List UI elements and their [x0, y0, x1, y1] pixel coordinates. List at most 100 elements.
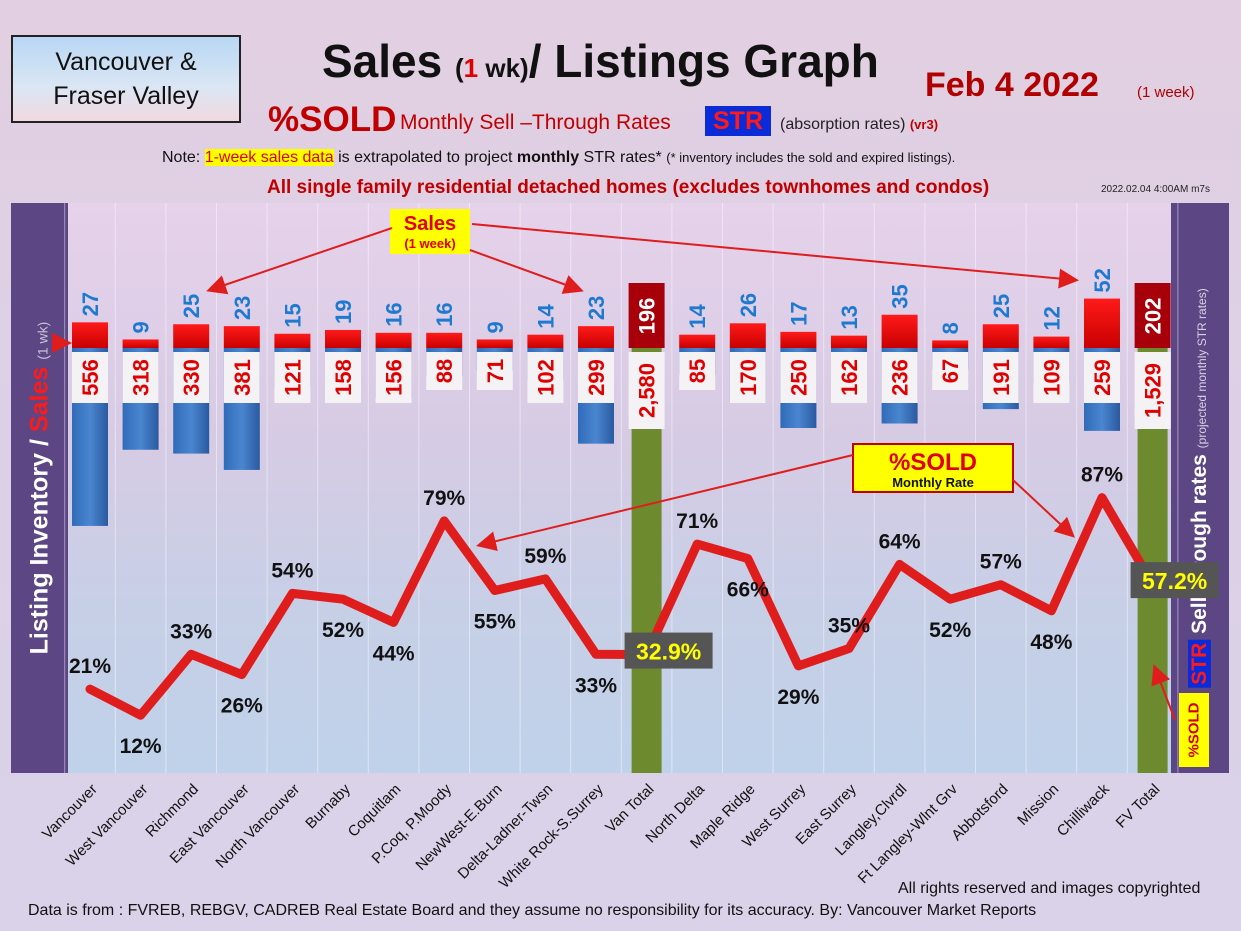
sales-value-label: 19	[331, 299, 356, 323]
inventory-label-box	[72, 352, 108, 403]
sold-total-box	[624, 632, 713, 669]
sales-arrow	[206, 227, 393, 295]
sales-bar	[375, 332, 412, 348]
sold-arrow	[1012, 479, 1075, 538]
inventory-value-label: 156	[382, 359, 407, 396]
sales-value-label: 26	[736, 293, 761, 317]
sales-value-label: 52	[1090, 268, 1115, 292]
absorption-note: (absorption rates) (vr3)	[780, 116, 939, 133]
sales-bar	[881, 314, 918, 348]
timestamp: 2022.02.04 4:00AM m7s	[1101, 184, 1210, 195]
sales-bar	[679, 334, 716, 348]
region-label: Vancouver & Fraser Valley	[11, 35, 241, 123]
sales-value-label: 25	[179, 294, 204, 318]
sales-bar	[72, 322, 108, 348]
sales-value-label: 25	[989, 294, 1014, 318]
sales-arrow	[471, 223, 1079, 289]
inventory-value-label: 170	[736, 359, 761, 396]
sales-callout-box	[390, 209, 470, 254]
sales-bar	[578, 326, 614, 348]
report-date: Feb 4 2022	[925, 66, 1099, 104]
sold-value-label: 79%	[423, 487, 465, 510]
inventory-label-box	[982, 352, 1019, 403]
sold-value-label: 52%	[322, 619, 364, 642]
inventory-value-label: 102	[533, 359, 558, 396]
inventory-value-label: 85	[685, 359, 710, 383]
sold-total-box	[1130, 562, 1219, 599]
sold-value-label: 55%	[474, 611, 516, 634]
sold-value-label: 66%	[727, 579, 769, 602]
sales-total-box	[628, 283, 665, 348]
sold-side-badge: %SOLD	[1179, 693, 1209, 767]
extrapolation-note: Note: 1-week sales data is extrapolated …	[162, 149, 956, 166]
data-source-note: Data is from : FVREB, REBGV, CADREB Real…	[28, 902, 1037, 919]
sales-arrow	[469, 249, 584, 294]
sold-value-label: 33%	[575, 674, 617, 697]
inventory-value-label: 318	[129, 359, 154, 396]
sales-value-label: 14	[685, 303, 710, 328]
sold-value-label: 57%	[980, 551, 1022, 574]
sales-bar	[325, 329, 361, 348]
chart-title: Sales (1 wk)/ Listings Graph	[322, 35, 879, 87]
sold-value-label: 64%	[879, 530, 921, 553]
sold-value-label: 29%	[777, 686, 819, 709]
inventory-label-box	[274, 352, 311, 403]
inventory-value-label: 67	[938, 359, 963, 383]
sales-value-label: 27	[78, 292, 103, 316]
sales-bar	[426, 332, 463, 348]
inventory-value-label: 121	[280, 359, 305, 396]
sales-value-label: 14	[533, 303, 558, 328]
property-type-note: All single family residential detached h…	[267, 177, 990, 198]
inventory-label-box	[679, 352, 716, 390]
sales-value-label: 35	[888, 284, 913, 308]
sales-value-label: 9	[129, 321, 154, 333]
inventory-value-label: 259	[1090, 359, 1115, 396]
sold-rate-line	[85, 493, 1158, 720]
sales-bar	[122, 339, 159, 348]
sold-value-label: 12%	[120, 735, 162, 758]
category-label: FV Total	[1113, 781, 1164, 832]
inventory-label-box	[729, 352, 766, 403]
inventory-value-label: 250	[786, 359, 811, 396]
sales-value-label: 8	[938, 322, 963, 334]
category-label: Burnaby	[302, 780, 354, 832]
inventory-value-label: 88	[432, 359, 457, 383]
sold-value-label: 35%	[828, 615, 870, 638]
inventory-label-box	[325, 352, 361, 403]
sales-bar	[173, 324, 210, 348]
sales-bar	[729, 323, 766, 348]
inventory-label-box	[223, 352, 260, 403]
inventory-value-label: 330	[179, 359, 204, 396]
sales-total-label: 196	[635, 298, 660, 335]
sold-value-label: 48%	[1030, 631, 1072, 654]
inventory-value-label: 2,580	[635, 363, 660, 418]
sold-value-label: 26%	[221, 695, 263, 718]
inventory-value-label: 162	[837, 359, 862, 396]
sales-value-label: 16	[432, 302, 457, 326]
inventory-label-box	[527, 352, 564, 403]
sales-value-label: 23	[584, 296, 609, 320]
sold-value-label: 52%	[929, 619, 971, 642]
report-date-period: (1 week)	[1137, 84, 1195, 101]
sold-value-label: 44%	[373, 642, 415, 665]
sales-value-label: 13	[837, 305, 862, 329]
sales-bar	[1033, 336, 1070, 348]
inventory-value-label: 1,529	[1141, 363, 1166, 418]
inventory-value-label: 71	[483, 359, 508, 383]
sold-total-label: 57.2%	[1142, 568, 1207, 594]
sales-value-label: 23	[230, 296, 255, 320]
category-label: Ft Langley-Wlnt Grv	[855, 780, 962, 887]
inventory-label-box	[122, 352, 159, 403]
sold-total-label: 32.9%	[636, 639, 701, 665]
left-axis-panel: Listing Inventory / Sales (1 wk)	[11, 203, 68, 773]
sales-value-label: 15	[280, 303, 305, 327]
sales-total-box	[1134, 283, 1171, 348]
inventory-label-box	[426, 352, 463, 390]
inventory-label-box	[881, 352, 918, 403]
monthly-str-subtitle: Monthly Sell –Through Rates	[400, 111, 671, 134]
sold-value-label: 54%	[271, 559, 313, 582]
inventory-label-box	[476, 352, 513, 390]
inventory-label-box	[628, 352, 665, 429]
sales-bar	[527, 334, 564, 348]
